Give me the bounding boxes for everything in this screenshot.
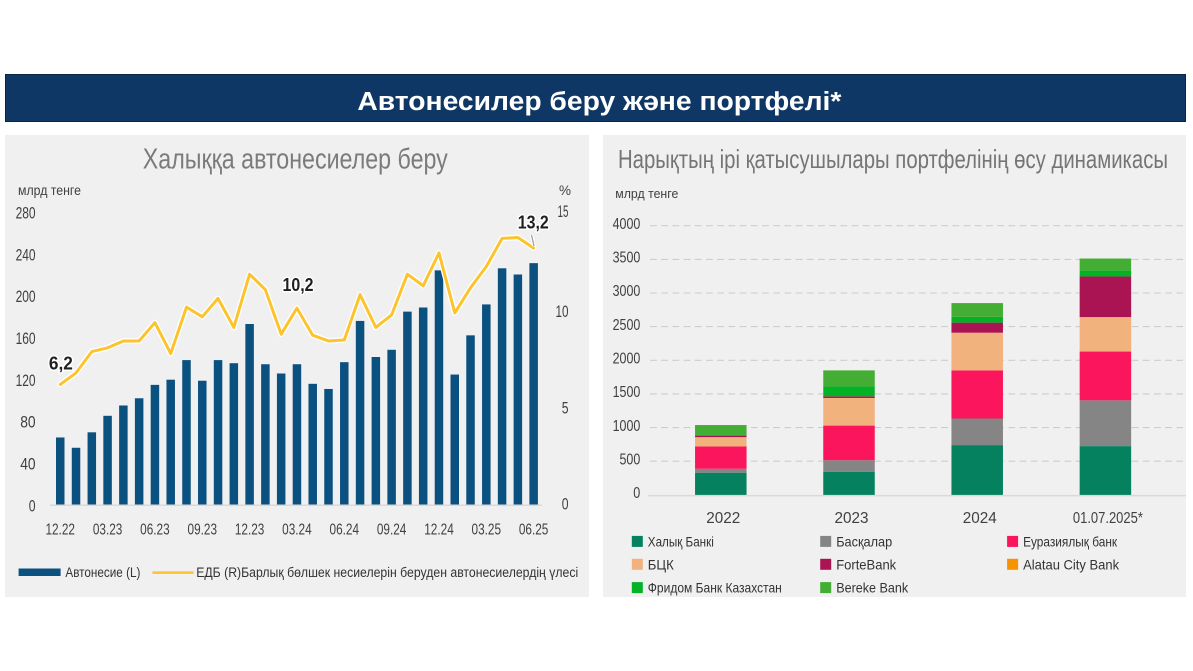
svg-text:12.23: 12.23	[235, 522, 265, 539]
svg-text:12.22: 12.22	[45, 522, 75, 539]
svg-text:1000: 1000	[613, 418, 641, 435]
svg-text:Автонесие (L): Автонесие (L)	[65, 565, 140, 580]
svg-text:120: 120	[16, 372, 36, 390]
svg-text:Халық Банкі: Халық Банкі	[648, 533, 714, 549]
svg-text:Bereke Bank: Bereke Bank	[836, 580, 909, 596]
svg-text:10: 10	[556, 303, 569, 321]
svg-text:03.25: 03.25	[472, 522, 502, 539]
svg-text:06.25: 06.25	[519, 522, 549, 539]
svg-text:Халыққа автонесиелер беру: Халыққа автонесиелер беру	[143, 144, 448, 176]
svg-text:40: 40	[20, 456, 35, 474]
svg-text:3500: 3500	[613, 250, 641, 267]
svg-text:1500: 1500	[613, 384, 641, 401]
svg-text:Еуразиялық банк: Еуразиялық банк	[1023, 533, 1118, 549]
svg-text:12.24: 12.24	[424, 522, 454, 539]
svg-text:3000: 3000	[613, 283, 641, 300]
svg-text:500: 500	[620, 451, 641, 468]
svg-text:0: 0	[29, 497, 36, 515]
svg-text:2024: 2024	[963, 510, 997, 527]
svg-text:09.23: 09.23	[188, 522, 218, 539]
svg-text:09.24: 09.24	[377, 522, 407, 539]
svg-text:160: 160	[16, 330, 36, 348]
svg-text:06.24: 06.24	[330, 522, 360, 539]
svg-text:БЦК: БЦК	[648, 556, 675, 572]
svg-text:15: 15	[558, 203, 569, 221]
svg-text:%: %	[559, 183, 571, 198]
svg-text:0: 0	[562, 496, 569, 514]
svg-text:03.24: 03.24	[282, 522, 312, 539]
svg-text:13,2: 13,2	[518, 213, 549, 233]
svg-text:Нарықтың ірі қатысушылары порт: Нарықтың ірі қатысушылары портфелінің өс…	[618, 144, 1168, 174]
svg-text:280: 280	[16, 204, 36, 222]
svg-text:240: 240	[16, 246, 36, 264]
svg-text:0: 0	[633, 485, 640, 502]
svg-text:млрд тенге: млрд тенге	[615, 186, 678, 201]
svg-text:Фридом Банк Казахстан: Фридом Банк Казахстан	[648, 580, 782, 596]
svg-text:2023: 2023	[835, 510, 869, 527]
svg-text:ForteBank: ForteBank	[836, 556, 897, 572]
svg-text:200: 200	[16, 288, 36, 306]
svg-text:5: 5	[562, 399, 569, 417]
svg-text:06.23: 06.23	[140, 522, 170, 539]
svg-text:03.23: 03.23	[93, 522, 123, 539]
svg-text:10,2: 10,2	[283, 275, 314, 295]
svg-text:Автонесилер беру және портфелі: Автонесилер беру және портфелі*	[357, 88, 841, 116]
svg-text:Басқалар: Басқалар	[836, 533, 892, 549]
svg-text:80: 80	[20, 414, 35, 432]
svg-text:2022: 2022	[706, 510, 740, 527]
svg-text:Alatau City Bank: Alatau City Bank	[1023, 556, 1120, 572]
svg-text:2500: 2500	[613, 317, 641, 334]
svg-text:2000: 2000	[613, 351, 641, 368]
svg-text:6,2: 6,2	[49, 353, 73, 373]
svg-text:ЕДБ (R)Барлық бөлшек несиелері: ЕДБ (R)Барлық бөлшек несиелерін беруден …	[196, 565, 578, 580]
svg-text:01.07.2025*: 01.07.2025*	[1073, 510, 1143, 527]
svg-text:млрд тенге: млрд тенге	[18, 183, 81, 198]
svg-text:4000: 4000	[613, 216, 641, 233]
